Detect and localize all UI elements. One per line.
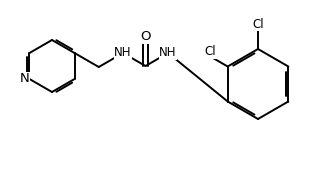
Text: N: N xyxy=(20,73,29,86)
Text: NH: NH xyxy=(159,47,177,60)
Text: Cl: Cl xyxy=(204,45,216,58)
Text: Cl: Cl xyxy=(252,17,264,30)
Text: O: O xyxy=(140,30,151,43)
Text: NH: NH xyxy=(114,47,132,60)
